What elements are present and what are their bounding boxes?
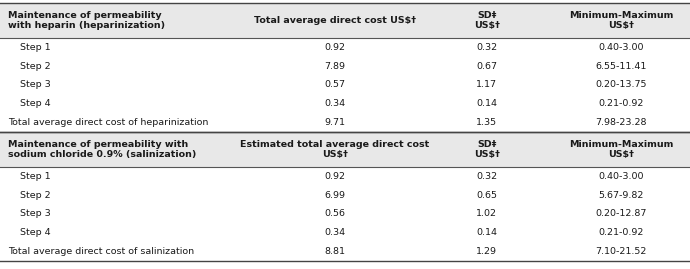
Bar (0, 167, 690, 186)
Bar (0, 76, 690, 94)
Text: Total average direct cost US$†: Total average direct cost US$† (254, 16, 416, 25)
Text: Step 2: Step 2 (8, 191, 50, 200)
Bar (0, 57, 690, 76)
Text: Step 2: Step 2 (8, 62, 50, 70)
Text: 0.32: 0.32 (476, 43, 497, 52)
Bar (0, 132, 690, 167)
Text: 0.14: 0.14 (476, 228, 497, 237)
Text: SD‡
US$†: SD‡ US$† (474, 10, 500, 30)
Text: Minimum-Maximum
US$†: Minimum-Maximum US$† (569, 140, 673, 159)
Bar (0, 113, 690, 132)
Text: 0.56: 0.56 (324, 210, 346, 218)
Text: 1.29: 1.29 (476, 247, 497, 256)
Text: Minimum-Maximum
US$†: Minimum-Maximum US$† (569, 10, 673, 30)
Text: 7.89: 7.89 (324, 62, 346, 70)
Text: Estimated total average direct cost
US$†: Estimated total average direct cost US$† (240, 140, 430, 159)
Text: 0.40-3.00: 0.40-3.00 (599, 43, 644, 52)
Bar (0, 186, 690, 205)
Text: 9.71: 9.71 (324, 118, 346, 127)
Text: Total average direct cost of heparinization: Total average direct cost of heparinizat… (8, 118, 208, 127)
Text: Total average direct cost of salinization: Total average direct cost of salinizatio… (8, 247, 194, 256)
Text: Step 3: Step 3 (8, 80, 50, 89)
Text: 0.21-0.92: 0.21-0.92 (599, 228, 644, 237)
Text: Step 4: Step 4 (8, 99, 50, 108)
Text: 0.92: 0.92 (324, 172, 346, 181)
Bar (0, 205, 690, 223)
Text: 0.65: 0.65 (476, 191, 497, 200)
Text: 0.40-3.00: 0.40-3.00 (599, 172, 644, 181)
Text: 0.32: 0.32 (476, 172, 497, 181)
Text: 0.20-12.87: 0.20-12.87 (595, 210, 647, 218)
Text: 0.57: 0.57 (324, 80, 346, 89)
Text: 1.35: 1.35 (476, 118, 497, 127)
Text: Step 4: Step 4 (8, 228, 50, 237)
Text: 8.81: 8.81 (324, 247, 346, 256)
Text: 0.14: 0.14 (476, 99, 497, 108)
Text: 7.98-23.28: 7.98-23.28 (595, 118, 647, 127)
Text: 5.67-9.82: 5.67-9.82 (599, 191, 644, 200)
Text: 1.02: 1.02 (476, 210, 497, 218)
Bar (0, 3, 690, 38)
Text: 0.34: 0.34 (324, 99, 346, 108)
Text: 6.99: 6.99 (324, 191, 346, 200)
Text: Step 1: Step 1 (8, 172, 50, 181)
Text: 0.67: 0.67 (476, 62, 497, 70)
Text: 6.55-11.41: 6.55-11.41 (595, 62, 647, 70)
Text: SD‡
US$†: SD‡ US$† (474, 140, 500, 159)
Text: 0.92: 0.92 (324, 43, 346, 52)
Text: 0.20-13.75: 0.20-13.75 (595, 80, 647, 89)
Bar (0, 94, 690, 113)
Text: Maintenance of permeability
with heparin (heparinization): Maintenance of permeability with heparin… (8, 10, 165, 30)
Text: Maintenance of permeability with
sodium chloride 0.9% (salinization): Maintenance of permeability with sodium … (8, 140, 196, 159)
Text: Step 1: Step 1 (8, 43, 50, 52)
Bar (0, 242, 690, 261)
Bar (0, 223, 690, 242)
Text: 7.10-21.52: 7.10-21.52 (595, 247, 647, 256)
Text: 0.21-0.92: 0.21-0.92 (599, 99, 644, 108)
Text: 1.17: 1.17 (476, 80, 497, 89)
Text: Step 3: Step 3 (8, 210, 50, 218)
Text: 0.34: 0.34 (324, 228, 346, 237)
Bar (0, 38, 690, 57)
